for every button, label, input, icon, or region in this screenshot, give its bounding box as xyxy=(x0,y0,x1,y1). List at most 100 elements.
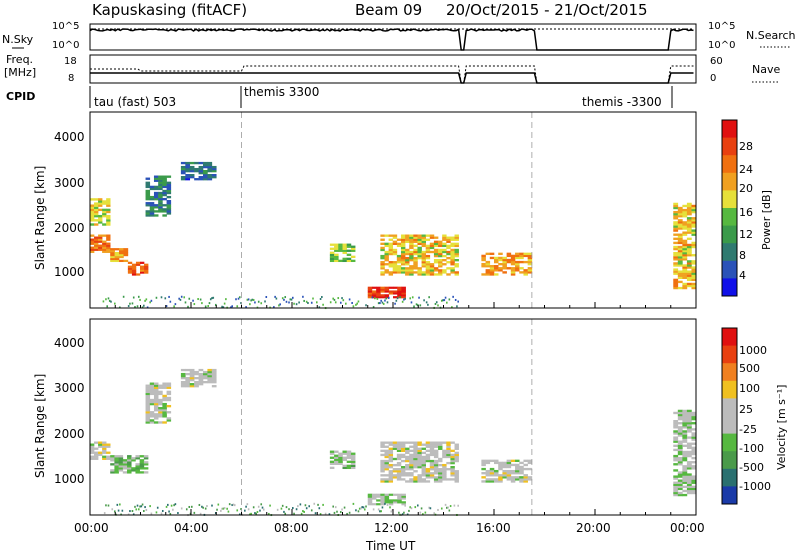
data-cell xyxy=(433,441,439,444)
data-cell xyxy=(454,455,459,459)
data-cell xyxy=(352,502,355,505)
x-tick-1600: 16:00 xyxy=(476,521,511,535)
data-cell xyxy=(429,474,435,477)
data-cell xyxy=(686,227,692,230)
data-cell xyxy=(446,506,448,509)
data-cell xyxy=(677,485,683,489)
data-cell xyxy=(162,193,167,197)
data-cell xyxy=(102,457,107,460)
cpid-segment-2: themis 3300 xyxy=(244,85,319,99)
data-cell xyxy=(189,161,195,165)
data-cell xyxy=(433,248,439,252)
data-cell xyxy=(410,507,413,510)
data-cell xyxy=(343,506,346,509)
data-cell xyxy=(322,303,324,306)
data-cell xyxy=(380,503,385,506)
data-cell xyxy=(189,174,195,177)
data-cell xyxy=(411,296,414,299)
data-cell xyxy=(677,286,683,290)
data-cell xyxy=(396,297,399,300)
data-cell xyxy=(329,466,335,470)
data-cell xyxy=(388,470,394,473)
data-cell xyxy=(166,189,172,193)
data-cell xyxy=(442,470,447,473)
data-cell xyxy=(380,449,385,453)
data-cell xyxy=(519,467,524,471)
data-cell xyxy=(98,208,103,212)
data-cell xyxy=(106,238,111,241)
data-cell xyxy=(380,265,385,268)
data-cell xyxy=(268,512,270,515)
power-y-axis-label: Slant Range [km] xyxy=(33,166,47,270)
data-cell xyxy=(166,384,172,387)
data-cell xyxy=(686,413,692,417)
data-cell xyxy=(278,304,280,307)
data-cell xyxy=(166,181,172,184)
data-cell xyxy=(417,455,422,459)
data-cell xyxy=(677,430,683,433)
data-cell xyxy=(145,390,151,394)
data-cell xyxy=(421,474,426,477)
data-cell xyxy=(403,298,405,301)
data-cell xyxy=(338,458,343,461)
data-cell xyxy=(303,510,305,513)
data-cell xyxy=(433,470,439,473)
data-cell xyxy=(144,299,146,302)
data-cell xyxy=(682,440,688,443)
data-cell xyxy=(405,252,410,256)
data-cell xyxy=(341,508,343,511)
data-cell xyxy=(119,250,124,253)
data-cell xyxy=(98,221,103,224)
data-cell xyxy=(153,187,159,191)
data-cell xyxy=(450,242,455,246)
data-cell xyxy=(106,248,111,251)
data-cell xyxy=(682,422,688,425)
data-cell xyxy=(396,238,402,241)
data-cell xyxy=(334,454,339,457)
data-cell xyxy=(153,398,159,402)
data-cell xyxy=(502,256,507,260)
data-cell xyxy=(413,244,418,248)
data-cell xyxy=(498,474,503,477)
data-cell xyxy=(202,163,208,167)
data-cell xyxy=(388,265,394,268)
data-cell xyxy=(342,257,348,261)
data-cell xyxy=(127,455,132,458)
data-cell xyxy=(673,221,679,224)
data-cell xyxy=(158,402,163,406)
velocity-cb-tick-neg25: -25 xyxy=(739,423,757,436)
data-cell xyxy=(417,250,422,254)
data-cell xyxy=(519,254,524,258)
data-cell xyxy=(527,476,533,479)
data-cell xyxy=(166,382,172,385)
data-cell xyxy=(122,461,128,464)
data-cell xyxy=(367,503,373,506)
data-cell xyxy=(255,512,257,515)
data-cell xyxy=(158,197,163,201)
data-cell xyxy=(122,471,128,474)
data-cell xyxy=(207,174,213,177)
power-colorbar-swatch xyxy=(722,172,737,191)
power-y-tick-3000: 3000 xyxy=(54,176,85,190)
data-cell xyxy=(506,478,512,481)
data-cell xyxy=(686,467,692,470)
data-cell xyxy=(510,469,516,473)
data-cell xyxy=(123,259,129,263)
data-cell xyxy=(420,507,423,510)
data-cell xyxy=(677,448,683,452)
data-cell xyxy=(166,386,172,389)
data-cell xyxy=(149,187,155,191)
data-cell xyxy=(388,451,394,455)
date-range-title: 20/Oct/2015 - 21/Oct/2015 xyxy=(446,1,648,19)
data-cell xyxy=(123,252,129,255)
data-cell xyxy=(677,487,683,491)
data-cell xyxy=(494,459,499,463)
data-cell xyxy=(677,413,683,417)
data-cell xyxy=(110,248,115,251)
data-cell xyxy=(481,254,486,258)
data-cell xyxy=(686,452,692,456)
data-cell xyxy=(94,198,99,201)
data-cell xyxy=(149,411,155,414)
data-cell xyxy=(433,273,439,276)
data-cell xyxy=(185,169,191,173)
